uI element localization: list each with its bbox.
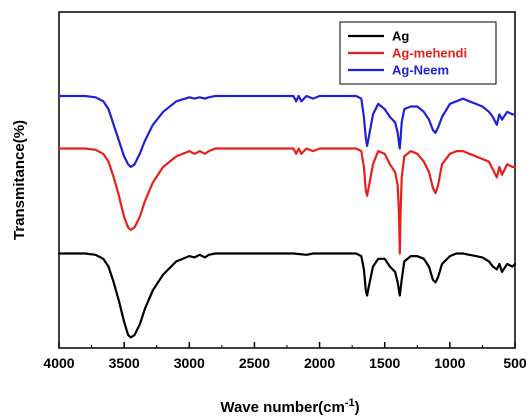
legend-label-ag-neem: Ag-Neem — [392, 63, 449, 78]
legend-label-ag: Ag — [392, 29, 409, 44]
x-tick-label-3000: 3000 — [174, 355, 205, 371]
series-line-ag — [57, 252, 517, 339]
x-tick-label-2500: 2500 — [239, 355, 270, 371]
y-axis-title: Transmitance(%) — [11, 120, 28, 240]
series-layer — [57, 94, 517, 339]
x-axis-ticks: 4000 3500 3000 2500 2000 1500 1000 500 — [43, 342, 527, 371]
series-line-ag-mehendi — [57, 147, 517, 255]
series-line-ag-neem — [57, 94, 517, 168]
x-tick-label-1500: 1500 — [369, 355, 400, 371]
legend-label-ag-mehendi: Ag-mehendi — [392, 46, 467, 61]
legend: Ag Ag-mehendi Ag-Neem — [339, 21, 497, 85]
x-tick-label-1000: 1000 — [434, 355, 465, 371]
x-tick-label-4000: 4000 — [43, 355, 74, 371]
x-tick-label-2000: 2000 — [304, 355, 335, 371]
x-tick-label-500: 500 — [503, 355, 527, 371]
x-axis-title: Wave number(cm-1) — [220, 397, 359, 416]
x-tick-label-3500: 3500 — [109, 355, 140, 371]
